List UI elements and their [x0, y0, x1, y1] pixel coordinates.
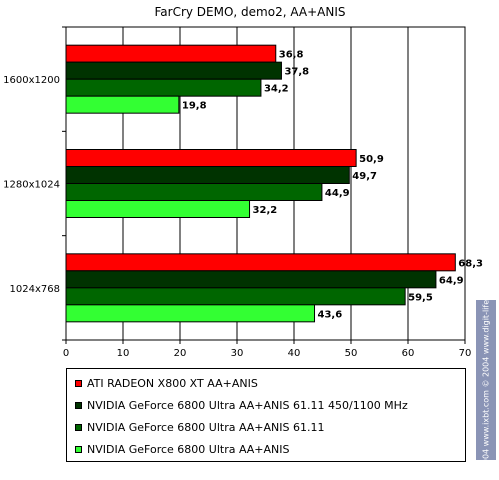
chart-svg: FarCry DEMO, demo2, AA+ANIS 0 10 20 30 40 50 60…: [3, 5, 483, 359]
watermark-text: © 2004 www.ixbt.com © 2004 www.digit-lif…: [481, 280, 491, 480]
data-label: 44,9: [325, 188, 350, 199]
legend-swatch: [75, 379, 82, 387]
bar: [65, 183, 323, 201]
legend-item: NVIDIA GeForce 6800 Ultra AA+ANIS: [75, 441, 290, 457]
category-label: 1280x1024: [3, 180, 60, 191]
x-tick-label: 50: [345, 348, 358, 359]
data-label: 19,8: [182, 101, 207, 112]
bar: [65, 61, 282, 80]
legend-swatch: [75, 423, 82, 431]
x-tick-label: 10: [117, 348, 130, 359]
data-label: 32,2: [253, 205, 278, 216]
bar: [65, 287, 406, 306]
bar: [65, 166, 350, 184]
category-label: 1600x1200: [3, 75, 60, 86]
legend-swatch: [75, 401, 82, 409]
legend-label: NVIDIA GeForce 6800 Ultra AA+ANIS 61.11 …: [87, 398, 408, 412]
x-tick-label: 40: [288, 348, 301, 359]
bar: [65, 304, 316, 323]
data-label: 68,3: [458, 258, 483, 269]
x-tick-label: 60: [402, 348, 415, 359]
data-label: 59,5: [408, 292, 433, 303]
bar: [65, 78, 262, 97]
legend-label: ATI RADEON X800 XT AA+ANIS: [87, 376, 258, 390]
x-tick-label: 70: [459, 348, 472, 359]
x-tick-label: 0: [63, 348, 69, 359]
legend-item: NVIDIA GeForce 6800 Ultra AA+ANIS 61.11: [75, 419, 325, 435]
legend-item: ATI RADEON X800 XT AA+ANIS: [75, 375, 258, 391]
legend-swatch: [75, 445, 82, 453]
legend-item: NVIDIA GeForce 6800 Ultra AA+ANIS 61.11 …: [75, 397, 408, 413]
legend-label: NVIDIA GeForce 6800 Ultra AA+ANIS 61.11: [87, 420, 325, 434]
data-label: 37,8: [284, 67, 309, 78]
data-label: 36,8: [279, 50, 304, 61]
bar: [65, 149, 357, 167]
chart-title: FarCry DEMO, demo2, AA+ANIS: [154, 5, 345, 19]
bar: [65, 44, 277, 63]
data-label: 43,6: [318, 309, 343, 320]
bar: [65, 95, 180, 114]
legend-label: NVIDIA GeForce 6800 Ultra AA+ANIS: [87, 442, 290, 456]
watermark: © 2004 www.ixbt.com © 2004 www.digit-lif…: [476, 280, 496, 480]
bar: [65, 200, 251, 218]
legend: ATI RADEON X800 XT AA+ANIS NVIDIA GeForce…: [66, 368, 466, 462]
category-label: 1024x768: [10, 284, 60, 295]
data-label: 64,9: [439, 275, 464, 286]
data-label: 34,2: [264, 84, 289, 95]
data-label: 50,9: [359, 154, 384, 165]
x-tick-label: 30: [231, 348, 244, 359]
chart: FarCry DEMO, demo2, AA+ANIS 0 10 20 30 40 50 60…: [3, 5, 496, 480]
bar: [65, 270, 437, 289]
data-label: 49,7: [352, 171, 377, 182]
x-tick-label: 20: [174, 348, 187, 359]
bar: [65, 253, 456, 272]
